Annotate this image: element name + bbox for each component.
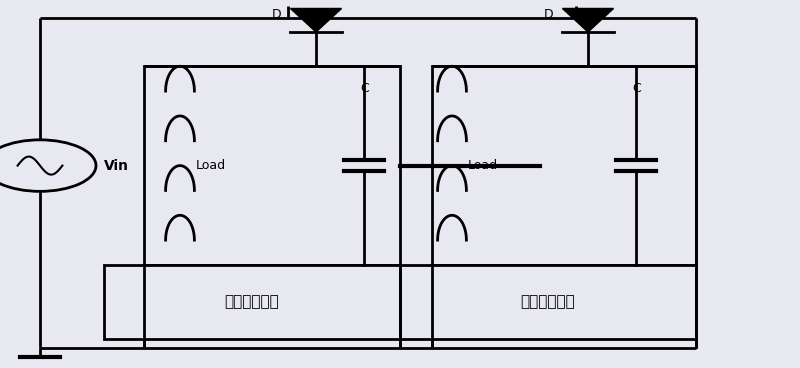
FancyBboxPatch shape bbox=[144, 66, 400, 265]
Polygon shape bbox=[290, 8, 342, 32]
Text: 电流调整单元: 电流调整单元 bbox=[521, 294, 575, 309]
Text: Vin: Vin bbox=[104, 159, 129, 173]
Polygon shape bbox=[562, 8, 614, 32]
Text: D: D bbox=[544, 8, 554, 21]
FancyBboxPatch shape bbox=[104, 265, 400, 339]
Text: D: D bbox=[272, 8, 282, 21]
FancyBboxPatch shape bbox=[400, 265, 696, 339]
Text: 电流调整单元: 电流调整单元 bbox=[225, 294, 279, 309]
FancyBboxPatch shape bbox=[432, 66, 696, 265]
Text: C: C bbox=[632, 82, 641, 95]
Text: Load: Load bbox=[468, 159, 498, 172]
Text: C: C bbox=[360, 82, 369, 95]
Text: Load: Load bbox=[196, 159, 226, 172]
